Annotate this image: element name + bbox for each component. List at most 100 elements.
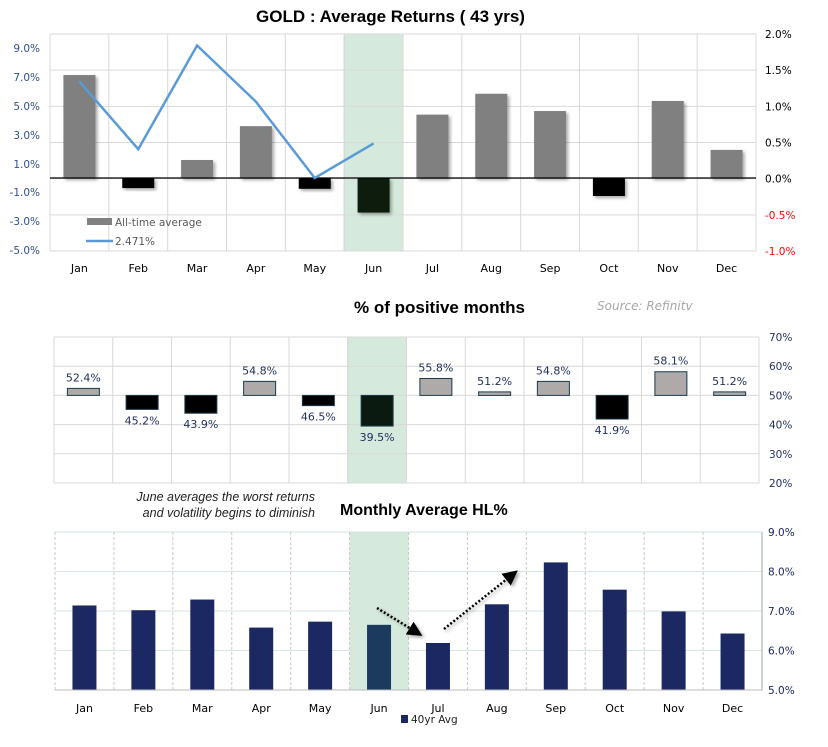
legend-label-line: 2.471% <box>115 236 155 248</box>
bar-sep <box>536 380 570 396</box>
bar-oct <box>595 394 629 420</box>
left-axis-tick: -5.0% <box>10 245 40 257</box>
x-axis-label: Apr <box>252 702 272 715</box>
x-axis-label: Dec <box>716 262 737 275</box>
left-axis-tick: 3.0% <box>13 130 40 142</box>
data-label: 46.5% <box>301 411 336 424</box>
left-axis-tick: -1.0% <box>10 187 40 199</box>
x-axis-label: Jun <box>369 702 387 715</box>
chart2-title: % of positive months <box>354 298 525 317</box>
right-axis-tick: 1.5% <box>765 65 792 77</box>
data-label: 43.9% <box>183 418 218 431</box>
annotation-line-2: and volatility begins to diminish <box>142 506 315 520</box>
right-axis-tick: 60% <box>769 361 792 373</box>
x-axis-label: Mar <box>192 702 213 715</box>
bar-nov <box>661 611 686 690</box>
left-axis-tick: 5.0% <box>13 101 40 113</box>
bar-jun <box>367 624 392 690</box>
legend-label: 40yr Avg <box>411 714 458 726</box>
bar-may <box>308 621 333 690</box>
bar-nov <box>654 371 688 396</box>
data-label: 51.2% <box>477 375 512 388</box>
data-label: 52.4% <box>66 371 101 384</box>
bar-feb <box>125 394 159 410</box>
right-axis-tick: 0.0% <box>765 174 792 186</box>
line-series <box>78 43 375 180</box>
x-axis-label: Aug <box>486 702 507 715</box>
x-axis-label: Feb <box>129 262 148 275</box>
left-axis-tick: 1.0% <box>13 159 40 171</box>
data-label: 45.2% <box>125 414 160 427</box>
x-axis-label: Oct <box>605 702 625 715</box>
x-axis-label: Jul <box>425 262 439 275</box>
x-axis-label: Oct <box>599 262 619 275</box>
right-axis-tick: 20% <box>769 478 792 490</box>
data-label: 41.9% <box>595 424 630 437</box>
right-axis-tick: 5.0% <box>768 685 795 697</box>
legend-label-bar: All-time average <box>115 217 202 229</box>
chart3-title: Monthly Average HL% <box>340 502 508 519</box>
x-axis-label: Jun <box>364 262 382 275</box>
right-axis-tick: 9.0% <box>768 527 795 539</box>
bar-apr <box>239 126 272 178</box>
bar-aug <box>478 391 512 396</box>
right-axis-tick: 50% <box>769 390 792 402</box>
x-axis-label: Jul <box>430 702 444 715</box>
data-label: 54.8% <box>536 364 571 377</box>
x-axis-label: May <box>303 262 326 275</box>
bar-may <box>298 178 331 189</box>
x-axis-label: Jan <box>75 702 93 715</box>
x-axis-label: Apr <box>246 262 266 275</box>
right-axis-tick: -0.5% <box>765 210 795 222</box>
bar-aug <box>475 93 508 178</box>
bar-jul <box>419 377 453 396</box>
legend-swatch <box>401 715 408 723</box>
bar-jul <box>416 114 449 178</box>
bar-mar <box>190 599 215 690</box>
bar-sep <box>534 111 567 178</box>
x-axis-label: Dec <box>722 702 743 715</box>
x-axis-label: Sep <box>545 702 566 715</box>
bar-dec <box>710 149 743 178</box>
bar-aug <box>484 604 509 690</box>
trend-arrow-up <box>443 570 518 630</box>
right-axis-tick: 6.0% <box>768 646 795 658</box>
right-axis-tick: -1.0% <box>765 246 795 258</box>
left-axis-tick: 9.0% <box>13 43 40 55</box>
bar-feb <box>122 178 155 189</box>
x-axis-label: Feb <box>134 702 153 715</box>
bar-jan <box>66 387 100 396</box>
x-axis-label: May <box>309 702 332 715</box>
bar-dec <box>720 633 745 690</box>
right-axis-tick: 70% <box>769 332 792 344</box>
bar-apr <box>243 380 277 396</box>
data-label: 39.5% <box>360 431 395 444</box>
data-label: 55.8% <box>418 361 453 374</box>
x-axis-label: Aug <box>481 262 502 275</box>
bar-oct <box>602 589 627 690</box>
bar-mar <box>184 394 218 414</box>
chart1-title: GOLD : Average Returns ( 43 yrs) <box>256 7 525 26</box>
x-axis-label: Nov <box>657 262 679 275</box>
bar-feb <box>131 610 156 690</box>
bar-jan <box>63 75 96 178</box>
data-label: 54.8% <box>242 364 277 377</box>
right-axis-tick: 2.0% <box>765 29 792 41</box>
bar-nov <box>651 100 684 178</box>
left-axis-tick: -3.0% <box>10 216 40 228</box>
x-axis-label: Sep <box>540 262 561 275</box>
left-axis-tick: 7.0% <box>13 72 40 84</box>
bar-jul <box>425 642 450 690</box>
bar-jan <box>72 605 97 690</box>
right-axis-tick: 0.5% <box>765 138 792 150</box>
right-axis-tick: 40% <box>769 420 792 432</box>
x-axis-label: Nov <box>663 702 685 715</box>
right-axis-tick: 7.0% <box>768 606 795 618</box>
annotation-line-1: June averages the worst returns <box>136 490 315 504</box>
right-axis-tick: 1.0% <box>765 101 792 113</box>
bar-dec <box>713 391 747 396</box>
bar-may <box>301 394 335 407</box>
data-label: 51.2% <box>712 375 747 388</box>
bar-apr <box>249 627 274 690</box>
